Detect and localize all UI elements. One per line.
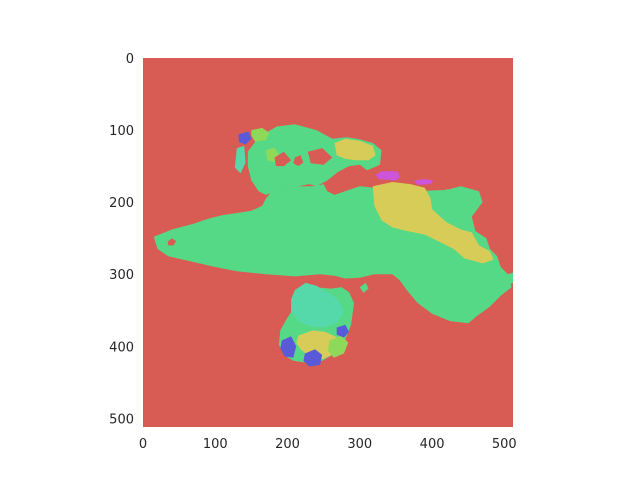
- x-tick-label: 400: [420, 437, 445, 452]
- region-red-hole-mid: [293, 155, 304, 167]
- region-tip-east: [507, 272, 513, 285]
- y-tick-label: 0: [126, 52, 134, 67]
- x-tick-label: 300: [347, 437, 372, 452]
- region-southern-teal: [291, 282, 344, 328]
- region-lime-patch-north: [251, 127, 270, 142]
- y-tick-label: 100: [109, 124, 134, 139]
- region-teal-patch-north: [234, 145, 246, 174]
- x-tick-label: 0: [139, 437, 147, 452]
- region-southern-blue-c: [336, 324, 349, 338]
- region-southern-blue-a: [280, 336, 297, 358]
- x-tick-label: 100: [203, 437, 228, 452]
- region-dots-south: [359, 282, 369, 293]
- x-axis: 0 100 200 300 400 500: [139, 437, 517, 452]
- region-blue-patch-north: [238, 131, 252, 145]
- y-tick-label: 400: [109, 340, 134, 355]
- y-axis: 0 100 200 300 400 500: [109, 52, 134, 427]
- plot-area: [143, 58, 513, 427]
- region-southern-yellow: [296, 330, 340, 360]
- x-tick-label: 500: [492, 437, 517, 452]
- region-yellow-patch-north: [334, 138, 376, 161]
- region-red-hole-north: [274, 151, 292, 167]
- region-magenta-strip-a: [375, 171, 401, 181]
- region-magenta-strip-b: [414, 179, 434, 185]
- region-green-blob-east: [435, 189, 469, 218]
- x-tick-label: 200: [275, 437, 300, 452]
- y-tick-label: 300: [109, 268, 134, 283]
- region-red-hole-lobe: [307, 148, 333, 165]
- region-yellow-patch-east: [372, 182, 494, 264]
- region-southern-blue-b: [303, 349, 323, 367]
- y-tick-label: 500: [109, 412, 134, 427]
- y-tick-label: 200: [109, 196, 134, 211]
- region-southern-lime: [328, 335, 349, 358]
- region-red-hole-west: [167, 238, 177, 246]
- heatmap-regions: [153, 124, 513, 367]
